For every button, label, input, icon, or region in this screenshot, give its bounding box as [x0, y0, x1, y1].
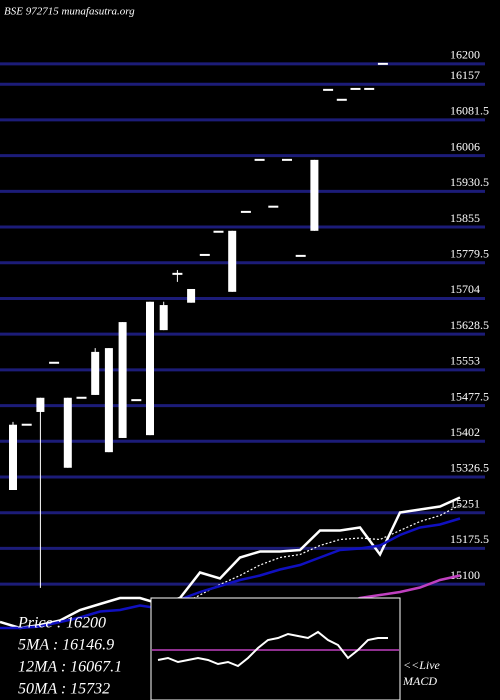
candle-body [199, 253, 210, 256]
info-label: 5MA : 16146.9 [18, 637, 114, 654]
candle-body [187, 288, 196, 303]
candle-body [76, 396, 87, 399]
y-tick-label: 15553 [450, 354, 480, 368]
live-label: <<Live [403, 658, 441, 672]
candle-body [104, 348, 113, 453]
y-tick-label: 15704 [450, 282, 480, 296]
candle-body [63, 397, 72, 468]
y-tick-label: 16200 [450, 48, 480, 62]
indicator-line [0, 496, 461, 630]
info-label: 50MA : 15732 [18, 681, 110, 698]
info-label: 12MA : 16067.1 [18, 659, 122, 676]
y-tick-label: 15628.5 [450, 318, 489, 332]
candle-body [310, 159, 319, 231]
candle-body [268, 205, 279, 208]
y-tick-label: 15477.5 [450, 389, 489, 403]
y-tick-label: 15779.5 [450, 246, 489, 260]
y-tick-label: 15175.5 [450, 532, 489, 546]
y-tick-label: 15326.5 [450, 461, 489, 475]
candle-body [240, 210, 251, 213]
candle-body [118, 322, 127, 438]
candle-body [21, 423, 32, 426]
candle-body [254, 158, 265, 161]
chart-title: BSE 972715 munafasutra.org [4, 6, 135, 18]
candle-body [282, 158, 292, 161]
candle-body [91, 351, 100, 395]
candle-body [131, 399, 142, 402]
y-tick-label: 16157 [450, 68, 480, 82]
y-tick-label: 15251 [450, 496, 480, 510]
y-tick-label: 15930.5 [450, 175, 489, 189]
candle-body [9, 424, 17, 490]
y-tick-label: 16081.5 [450, 104, 489, 118]
indicator-line [0, 517, 461, 630]
candle-body [336, 98, 347, 101]
candle-body [159, 305, 168, 331]
macd-panel [150, 597, 401, 700]
y-tick-label: 16006 [450, 139, 480, 153]
candle-body [36, 397, 45, 412]
macd-line [157, 630, 388, 668]
candle-body [350, 87, 361, 90]
candle-body [377, 62, 388, 65]
candle-body [323, 88, 334, 91]
y-tick-label: 15402 [450, 425, 480, 439]
indicator-line [159, 504, 461, 613]
info-label: Price : 16200 [17, 615, 106, 632]
candle-body [146, 301, 154, 436]
macd-label: MACD [402, 674, 437, 688]
candle-body [213, 230, 224, 233]
y-tick-label: 15100 [450, 568, 480, 582]
candle-body [364, 87, 375, 90]
candle-body [172, 272, 183, 275]
candle-body [295, 254, 306, 257]
candle-body [49, 361, 60, 364]
candle-body [228, 230, 237, 292]
y-tick-label: 15855 [450, 211, 480, 225]
